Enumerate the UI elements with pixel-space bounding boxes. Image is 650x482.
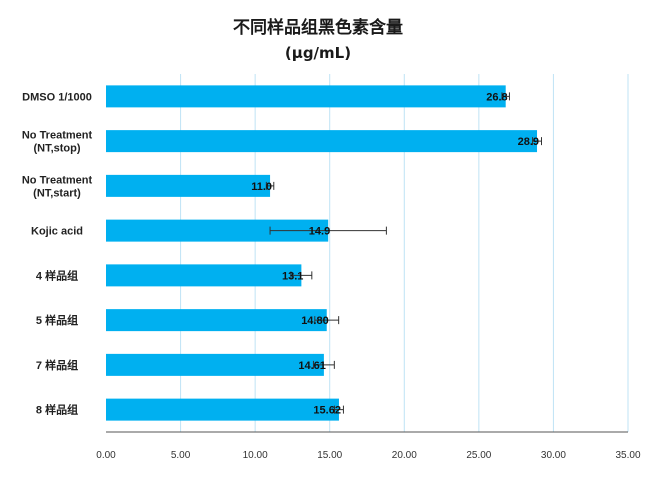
- bar: [106, 85, 506, 108]
- bar: [106, 174, 271, 197]
- category-label: 5 样品组: [36, 313, 78, 327]
- x-tick-label: 20.00: [392, 450, 417, 461]
- gridlines: [180, 74, 629, 432]
- data-label: 14.80: [301, 315, 329, 327]
- data-label: 26.8: [486, 91, 507, 103]
- data-label: 15.62: [313, 405, 341, 417]
- bars: [106, 85, 538, 421]
- x-tick-label: 5.00: [171, 450, 191, 461]
- bar: [106, 264, 302, 287]
- category-label: Kojic acid: [31, 226, 83, 238]
- bar: [106, 309, 327, 332]
- category-label: 7 样品组: [36, 358, 78, 372]
- bar: [106, 130, 538, 153]
- category-label: 4 样品组: [36, 268, 78, 282]
- data-label: 28.9: [518, 136, 539, 148]
- x-tick-label: 10.00: [243, 450, 268, 461]
- category-label: DMSO 1/1000: [22, 91, 92, 103]
- chart-subtitle: (μg/mL): [285, 44, 351, 62]
- x-tick-label: 25.00: [466, 450, 491, 461]
- x-tick-label: 35.00: [615, 450, 640, 461]
- category-labels: DMSO 1/1000 No Treatment (NT,stop) No Treat…: [22, 91, 93, 416]
- x-axis-ticks: 0.00 5.00 10.00 15.00 20.00 25.00 30.00 35.00: [96, 450, 641, 461]
- x-tick-label: 15.00: [317, 450, 342, 461]
- data-labels: 26.8 28.9 11.0 14.9 13.1 14.80 14.61 15.62: [251, 91, 539, 416]
- data-label: 14.61: [298, 360, 326, 372]
- data-label: 11.0: [251, 181, 272, 193]
- category-label: No Treatment (NT,start): [22, 174, 93, 199]
- category-label: No Treatment (NT,stop): [22, 130, 93, 155]
- bar: [106, 398, 339, 421]
- category-label: 8 样品组: [36, 403, 78, 417]
- chart-title: 不同样品组黑色素含量: [233, 17, 403, 38]
- data-label: 13.1: [282, 270, 303, 282]
- x-tick-label: 0.00: [96, 450, 116, 461]
- bar: [106, 353, 324, 376]
- x-tick-label: 30.00: [541, 450, 566, 461]
- data-label: 14.9: [309, 226, 330, 238]
- bar: [106, 219, 329, 242]
- error-bars: [265, 92, 542, 414]
